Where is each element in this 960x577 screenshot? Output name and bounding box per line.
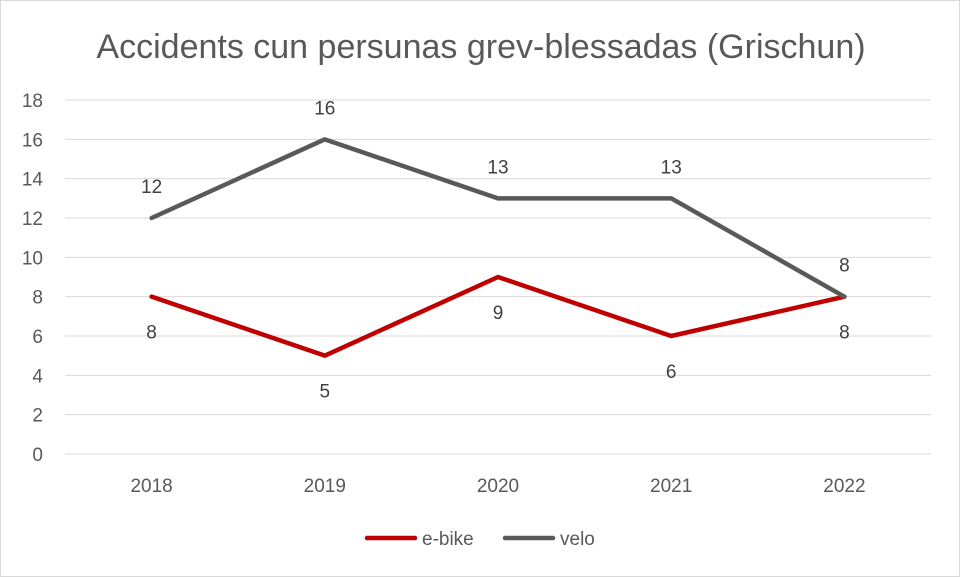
legend-label: e-bike — [422, 529, 474, 550]
data-label-velo: 12 — [141, 177, 162, 198]
data-label-e-bike: 6 — [666, 362, 677, 383]
data-label-velo: 8 — [839, 256, 850, 277]
legend-item-velo: velo — [502, 529, 595, 550]
chart-title: Accidents cun persunas grev-blessadas (G… — [96, 28, 865, 66]
data-label-velo: 13 — [487, 157, 508, 178]
data-label-e-bike: 9 — [493, 303, 504, 324]
x-tick-label: 2021 — [650, 476, 692, 497]
x-axis-tick-labels: 2018 2019 2020 2021 2022 — [130, 476, 865, 497]
data-labels: 8 5 9 6 8 12 16 13 13 8 — [141, 98, 850, 402]
y-tick-label: 14 — [22, 170, 44, 191]
y-axis-tick-labels: 0 2 4 6 8 10 12 14 16 18 — [22, 91, 44, 466]
legend-label: velo — [560, 529, 595, 550]
y-tick-label: 6 — [32, 327, 43, 348]
gridlines — [65, 99, 931, 455]
y-tick-label: 18 — [22, 91, 43, 112]
y-tick-label: 8 — [32, 288, 43, 309]
y-tick-label: 2 — [32, 406, 43, 427]
legend: e-bike velo — [364, 529, 595, 550]
x-tick-label: 2019 — [304, 476, 346, 497]
y-tick-label: 12 — [22, 209, 43, 230]
series-line-e-bike — [149, 274, 847, 358]
series-line-velo — [149, 137, 847, 299]
y-tick-label: 16 — [22, 130, 43, 151]
y-tick-label: 0 — [32, 445, 43, 466]
x-tick-label: 2020 — [477, 476, 519, 497]
data-label-velo: 16 — [314, 98, 335, 119]
series-lines — [149, 137, 847, 358]
data-label-velo: 13 — [661, 157, 682, 178]
data-label-e-bike: 5 — [320, 382, 331, 403]
x-tick-label: 2018 — [130, 476, 172, 497]
y-tick-label: 4 — [32, 366, 43, 387]
data-label-e-bike: 8 — [839, 323, 850, 344]
y-tick-label: 10 — [22, 248, 43, 269]
legend-item-e-bike: e-bike — [364, 529, 474, 550]
x-tick-label: 2022 — [823, 476, 865, 497]
data-label-e-bike: 8 — [146, 323, 157, 344]
